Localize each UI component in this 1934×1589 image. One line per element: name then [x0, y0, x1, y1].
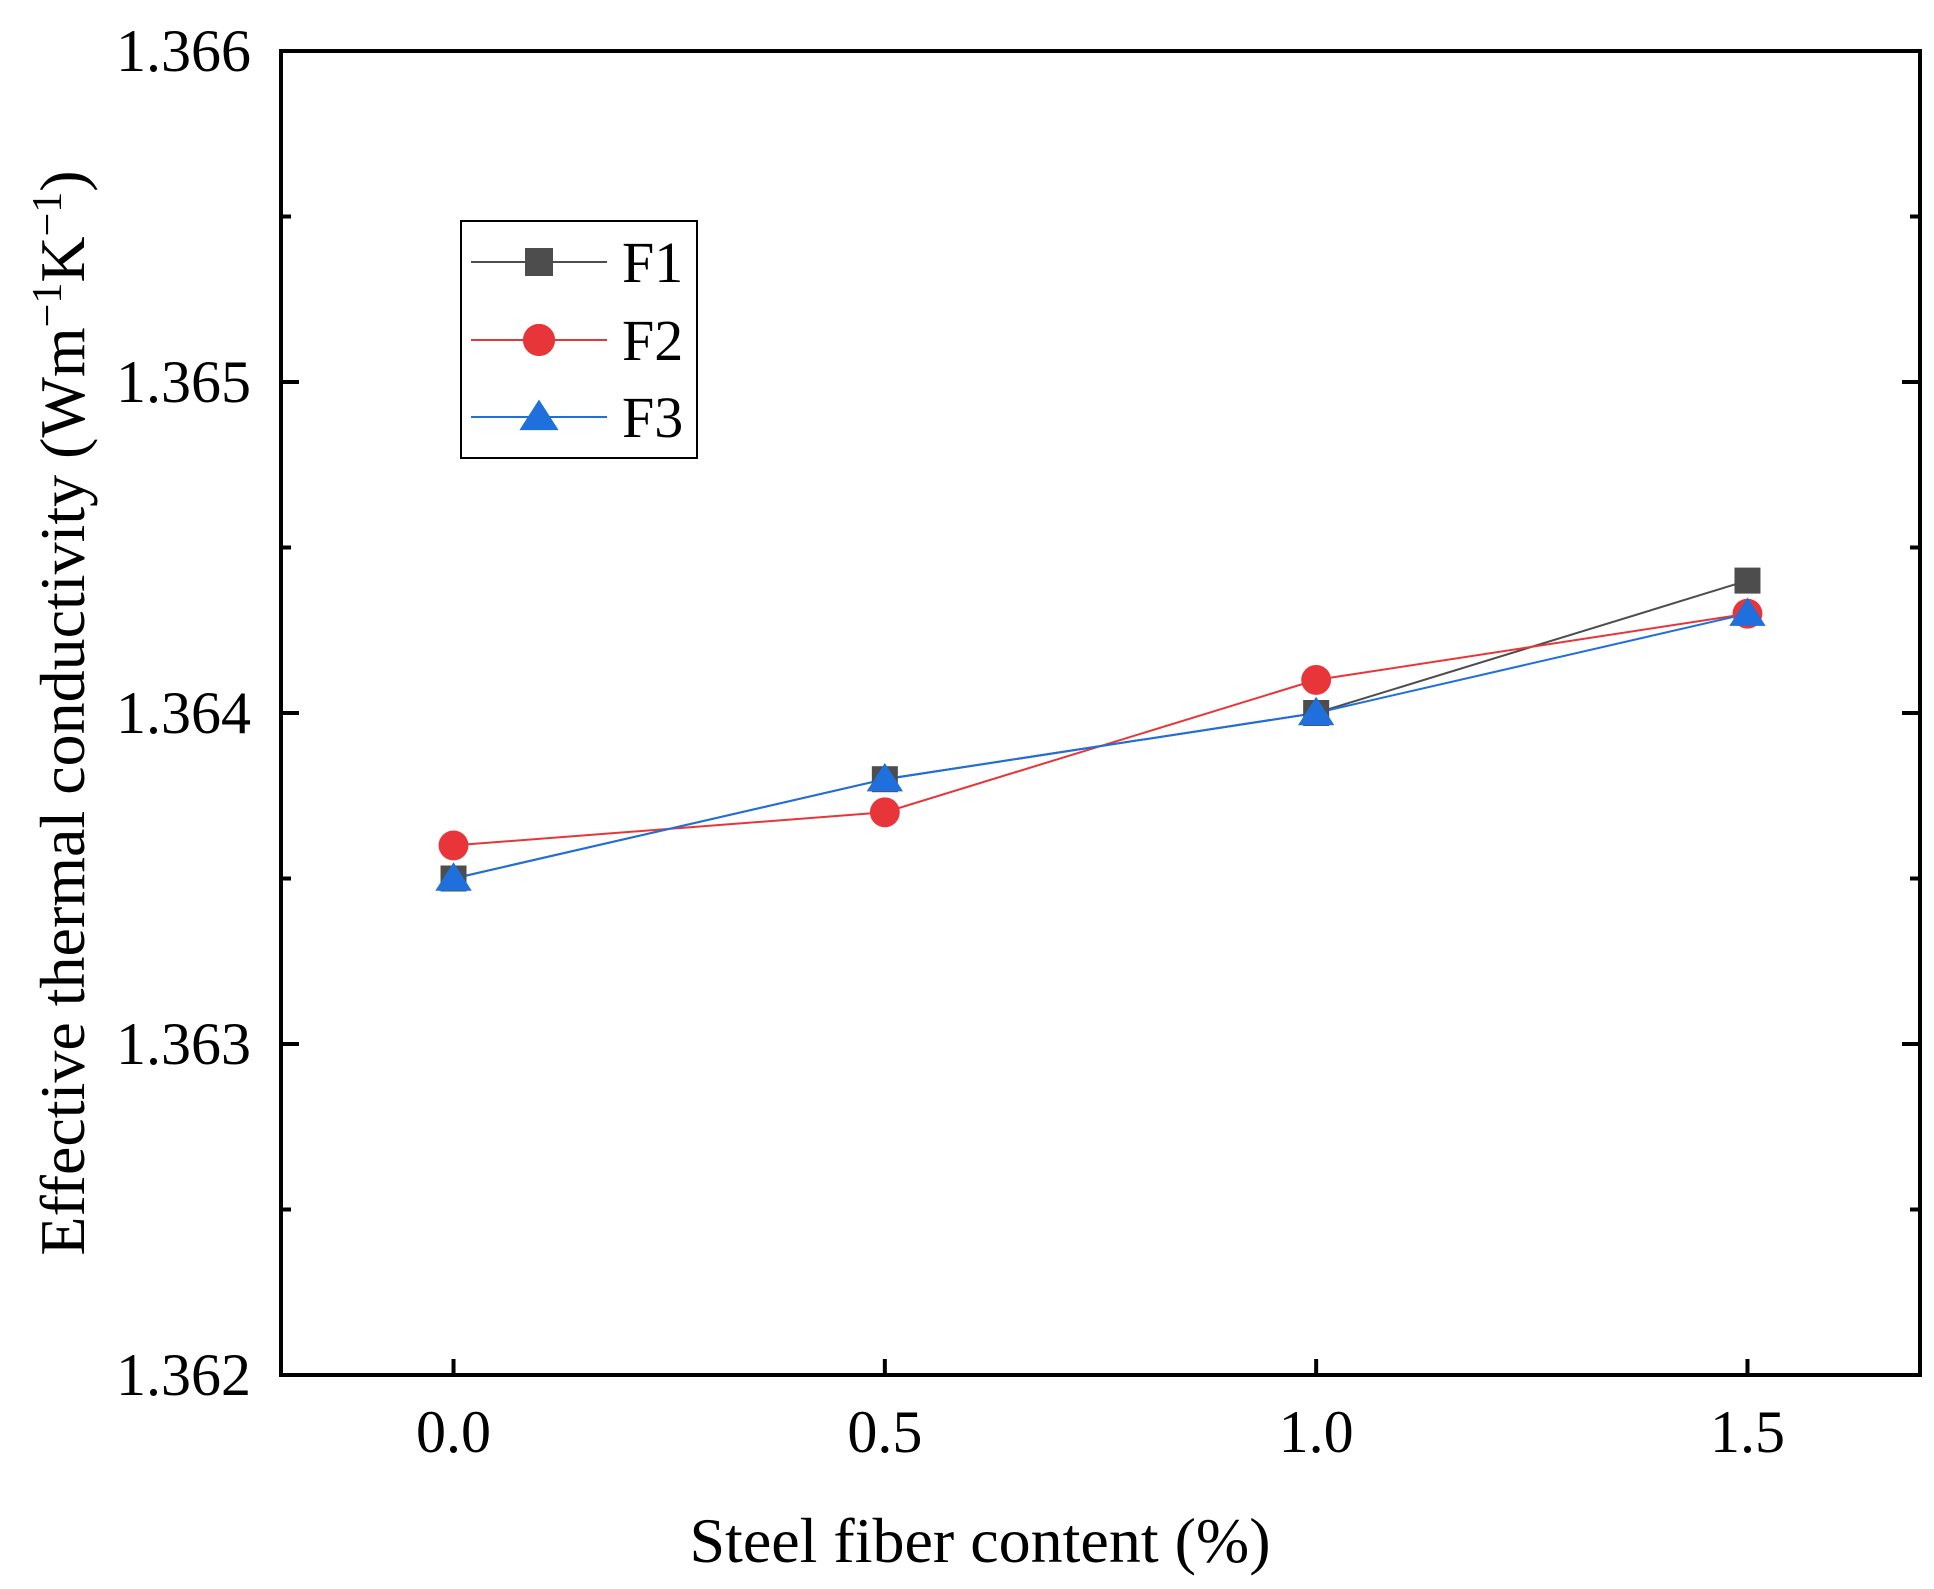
legend: F1 F2 F3 [460, 220, 698, 459]
data-point-f3 [1729, 597, 1766, 626]
legend-label-f1: F1 [622, 230, 683, 295]
series-line-f2 [453, 612, 1748, 847]
legend-marker-f2 [522, 323, 556, 357]
x-tick-label: 0.5 [847, 1399, 922, 1465]
x-tick-label: 1.5 [1710, 1399, 1785, 1465]
x-tick-label: 0.0 [416, 1399, 491, 1465]
legend-marker-f3 [519, 399, 559, 431]
y-tick-label: 1.362 [116, 1342, 251, 1408]
legend-marker-f1 [525, 248, 553, 276]
x-axis-title: Steel fiber content (%) [689, 1505, 1270, 1576]
data-point-f3 [866, 762, 904, 792]
y-axis-title-mid: K [27, 236, 98, 282]
axis-ticks: 0.0 0.5 1.0 1.5 1.362 1.363 1.364 1.365 1.366 [116, 18, 1920, 1465]
data-point-f3 [1297, 696, 1335, 726]
y-axis-title: Effective thermal conductivity (Wm−1K−1) [25, 170, 98, 1255]
y-tick-label: 1.365 [116, 349, 251, 415]
y-axis-title-main: Effective thermal conductivity (Wm [27, 327, 98, 1255]
data-point-f3 [435, 862, 472, 891]
y-axis-title-close: ) [27, 170, 98, 191]
data-point-f1 [1734, 567, 1761, 594]
y-tick-label: 1.363 [116, 1011, 251, 1077]
data-point-f2 [1301, 664, 1332, 695]
data-point-f2 [869, 797, 900, 828]
series-layer [435, 567, 1766, 892]
data-point-f2 [438, 830, 469, 861]
y-axis-title-exp1: −1 [25, 283, 71, 328]
x-tick-label: 1.0 [1279, 1399, 1354, 1465]
y-tick-label: 1.366 [116, 18, 251, 84]
series-line-f3 [453, 612, 1748, 880]
legend-label-f3: F3 [622, 385, 683, 450]
y-axis-title-exp2: −1 [25, 192, 71, 237]
y-tick-label: 1.364 [116, 680, 251, 746]
legend-items: F1 F2 F3 [471, 230, 683, 450]
legend-label-f2: F2 [622, 308, 683, 373]
